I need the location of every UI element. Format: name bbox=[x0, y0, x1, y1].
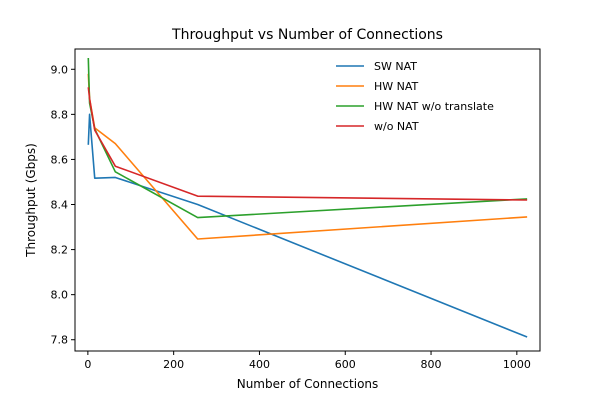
x-tick-label: 200 bbox=[163, 358, 184, 371]
chart-title: Throughput vs Number of Connections bbox=[171, 27, 443, 43]
y-tick-label: 8.8 bbox=[51, 108, 69, 121]
legend-label: HW NAT w/o translate bbox=[374, 100, 494, 113]
y-tick-label: 8.6 bbox=[51, 153, 69, 166]
y-tick-label: 8.4 bbox=[51, 199, 69, 212]
x-tick-label: 1000 bbox=[503, 358, 531, 371]
y-tick-label: 8.2 bbox=[51, 244, 69, 257]
y-tick-label: 9.0 bbox=[51, 63, 69, 76]
series-line-3 bbox=[87, 87, 528, 201]
legend: SW NAT HW NAT HW NAT w/o translate w/o NAT bbox=[336, 60, 494, 133]
legend-label: SW NAT bbox=[374, 60, 417, 73]
x-tick-label: 600 bbox=[335, 358, 356, 371]
x-tick-label: 400 bbox=[249, 358, 270, 371]
x-tick-label: 0 bbox=[84, 358, 91, 371]
series-line-0 bbox=[87, 113, 528, 338]
legend-label: HW NAT bbox=[374, 80, 419, 93]
y-axis-label: Throughput (Gbps) bbox=[24, 143, 38, 258]
series-lines bbox=[87, 57, 528, 338]
y-tick-label: 7.8 bbox=[51, 334, 69, 347]
plot-area-frame bbox=[74, 48, 541, 352]
x-axis-label: Number of Connections bbox=[237, 377, 379, 391]
y-axis-ticks: 7.8 8.0 8.2 8.4 8.6 8.8 9.0 bbox=[51, 63, 75, 347]
x-tick-label: 800 bbox=[421, 358, 442, 371]
y-tick-label: 8.0 bbox=[51, 289, 69, 302]
legend-label: w/o NAT bbox=[374, 120, 419, 133]
x-axis-ticks: 0 200 400 600 800 1000 bbox=[84, 351, 531, 371]
